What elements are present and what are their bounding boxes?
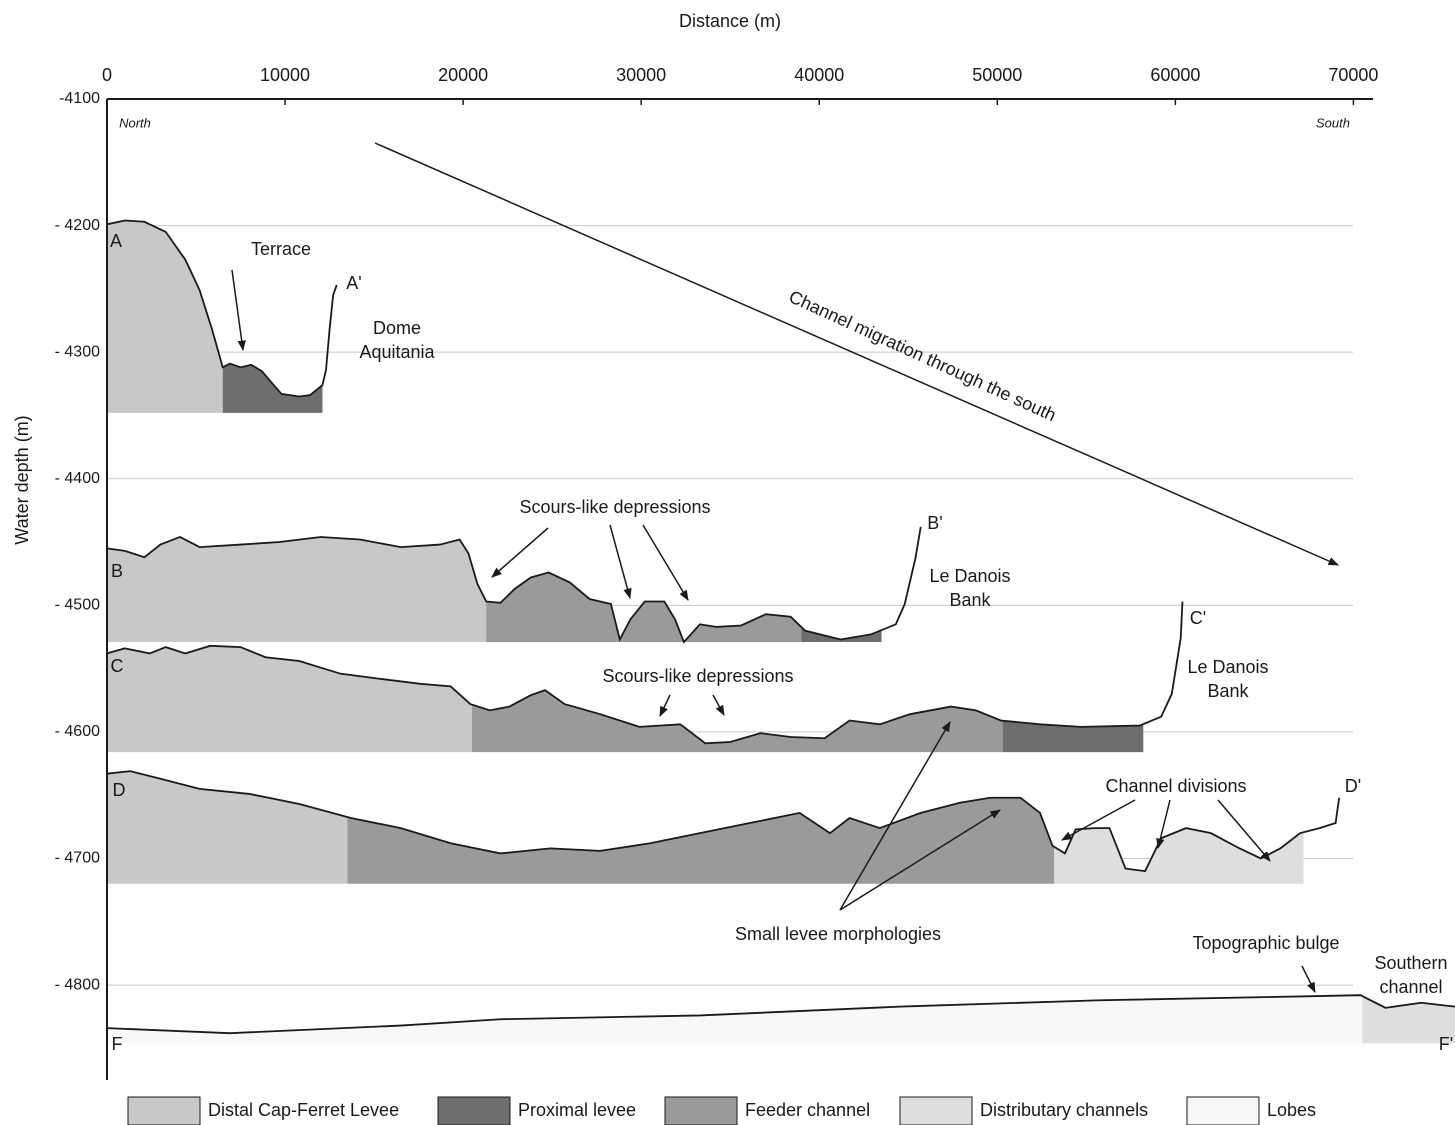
arrow: [659, 694, 671, 717]
annotation: North: [119, 115, 151, 130]
annotation: Scours-like depressions: [519, 497, 710, 517]
annotation: Topographic bulge: [1192, 933, 1339, 953]
annotation: Terrace: [251, 239, 311, 259]
profile-start-label: C: [111, 656, 124, 676]
legend-swatch: [664, 1096, 738, 1125]
y-tick-label: - 4800: [55, 976, 100, 993]
arrow: [1156, 799, 1171, 850]
profile-line: [106, 770, 1341, 873]
x-tick-label: 30000: [616, 65, 666, 85]
y-tick-label: -4100: [59, 90, 100, 107]
legend-label: Feeder channel: [745, 1100, 870, 1120]
annotation: Le Danois: [929, 566, 1010, 586]
x-tick-label: 20000: [438, 65, 488, 85]
x-tick-label: 70000: [1328, 65, 1378, 85]
arrow: [839, 721, 951, 911]
annotation: Small levee morphologies: [735, 924, 941, 944]
profile-unit: [107, 645, 473, 753]
arrow: [231, 269, 246, 352]
x-tick-label: 60000: [1150, 65, 1200, 85]
profile-end-label: A': [346, 273, 361, 293]
profile-start-label: D: [113, 780, 126, 800]
arrow: [1301, 965, 1316, 993]
legend-swatch: [437, 1096, 511, 1125]
x-tick-label: 40000: [794, 65, 844, 85]
x-axis-title: Distance (m): [679, 11, 781, 31]
profile-unit: [1002, 720, 1144, 753]
x-tick-label: 10000: [260, 65, 310, 85]
annotation: channel: [1379, 977, 1442, 997]
profile-end-label: D': [1345, 776, 1361, 796]
arrow: [839, 809, 1001, 911]
profile-start-label: A: [110, 231, 122, 251]
profile-unit: [222, 363, 323, 413]
x-tick-label: 50000: [972, 65, 1022, 85]
profile-unit: [1054, 828, 1304, 884]
profile-line: [106, 601, 1184, 745]
legend-label: Distal Cap-Ferret Levee: [208, 1100, 399, 1120]
legend-label: Proximal levee: [518, 1100, 636, 1120]
y-tick-label: - 4500: [55, 597, 100, 614]
profile-unit: [486, 572, 802, 643]
y-tick-label: - 4400: [55, 470, 100, 487]
profile-line: [106, 994, 1455, 1035]
annotation: South: [1316, 115, 1350, 130]
legend-swatch: [1186, 1096, 1260, 1125]
profile-unit: [801, 627, 882, 643]
annotation: Scours-like depressions: [602, 666, 793, 686]
profile-line: [106, 526, 922, 644]
plot-area: [106, 219, 1455, 1044]
profile-unit: [107, 771, 348, 884]
y-tick-label: - 4700: [55, 850, 100, 867]
profile-end-label: B': [927, 513, 942, 533]
y-tick-label: - 4200: [55, 217, 100, 234]
legend-label: Distributary channels: [980, 1100, 1148, 1120]
y-tick-label: - 4600: [55, 723, 100, 740]
arrow: [712, 694, 725, 716]
profile-end-label: F': [1439, 1034, 1453, 1054]
annotation: Bank: [949, 590, 991, 610]
legend-label: Lobes: [1267, 1100, 1316, 1120]
profile-unit: [472, 690, 1003, 753]
annotation: Bank: [1207, 681, 1249, 701]
legend-swatch: [127, 1096, 201, 1125]
legend-swatch: [899, 1096, 973, 1125]
annotation: Channel divisions: [1105, 776, 1246, 796]
profile-end-label: C': [1190, 608, 1206, 628]
profile-unit: [107, 536, 487, 643]
profile-line: [106, 219, 338, 398]
arrow: [642, 524, 689, 601]
profile-unit: [347, 797, 1055, 884]
annotation: Aquitania: [359, 342, 435, 362]
arrow: [1217, 799, 1271, 862]
profile-unit: [107, 995, 1363, 1044]
arrow: [491, 527, 549, 578]
arrows: [231, 142, 1339, 993]
x-tick-label: 0: [102, 65, 112, 85]
arrow: [1061, 799, 1136, 841]
y-axis-title: Water depth (m): [12, 415, 32, 544]
y-tick-label: - 4300: [55, 343, 100, 360]
profile-unit: [107, 220, 223, 413]
arrow: [609, 524, 632, 600]
profile-start-label: F: [112, 1034, 123, 1054]
annotation: Le Danois: [1187, 657, 1268, 677]
profile-start-label: B: [111, 561, 123, 581]
annotation: Channel migration through the south: [786, 286, 1059, 425]
annotation: Southern: [1374, 953, 1447, 973]
arrow: [374, 142, 1339, 566]
annotation: Dome: [373, 318, 421, 338]
